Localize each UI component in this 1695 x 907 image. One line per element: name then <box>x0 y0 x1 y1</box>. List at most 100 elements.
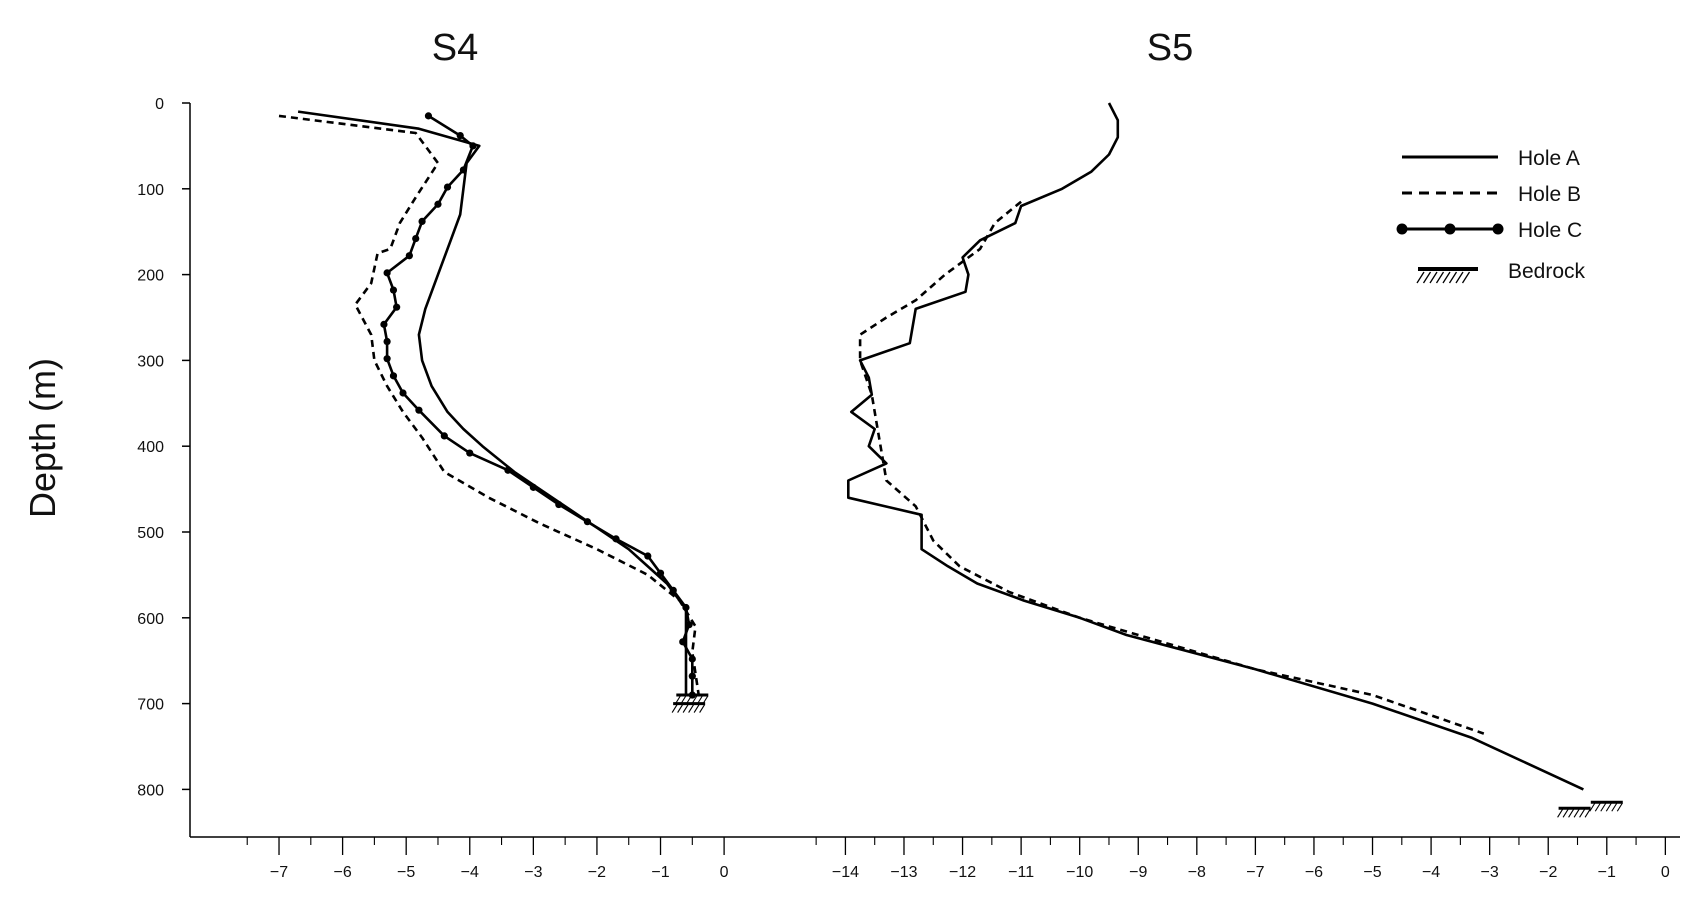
series-point <box>612 535 620 543</box>
series-point <box>459 166 468 174</box>
legend-entry-hole-b: Hole B <box>1402 183 1581 206</box>
x-tick-label: −3 <box>1481 864 1499 881</box>
x-tick-label: −11 <box>1008 864 1034 881</box>
bedrock-hatch <box>696 695 703 705</box>
legend-label: Hole C <box>1518 219 1582 242</box>
bedrock-hatch <box>691 695 698 705</box>
x-tick-label: −3 <box>524 864 542 881</box>
series-point <box>466 449 474 457</box>
x-tick-label: −1 <box>651 864 669 881</box>
y-axis-label: Depth (m) <box>22 358 63 518</box>
series-point <box>412 234 420 243</box>
bedrock-hatch <box>1589 802 1596 812</box>
y-tick-label: 700 <box>137 697 164 714</box>
bedrock-hatch <box>1584 808 1591 818</box>
series-point <box>685 621 693 629</box>
series-point <box>389 372 398 380</box>
x-tick-label: −9 <box>1129 864 1147 881</box>
series-point <box>415 406 423 414</box>
panel-title: S5 <box>1147 27 1193 69</box>
legend: Hole A Hole B Hole C Bedrock <box>1396 147 1586 284</box>
y-tick-label: 600 <box>137 611 164 628</box>
bedrock-hatch <box>1557 808 1564 818</box>
y-tick-label: 100 <box>137 182 164 199</box>
bedrock-hatch <box>1573 808 1580 818</box>
legend-label: Hole A <box>1518 147 1580 170</box>
x-tick-label: −6 <box>1305 864 1323 881</box>
bedrock-hatch <box>677 704 684 713</box>
y-tick-label: 0 <box>155 96 164 113</box>
panel-s5: S5−14 −13 −12 −11 −10 −9 −8 −7 −6 −5 −4 −3 −2 −1 0 <box>740 27 1680 881</box>
series-line-hole-b <box>278 114 700 696</box>
legend-hatch <box>1429 271 1438 284</box>
series-point <box>383 337 391 346</box>
series-point <box>644 552 652 560</box>
bedrock-hatch <box>1562 808 1569 818</box>
chart-panels: S4−7 −6 −5 −4 −3 −2 −1 0S5−14 −13 −12 −11 −10 −9 −8 −7… <box>190 27 1680 881</box>
series-point <box>656 569 665 577</box>
x-tick-label: 0 <box>1661 864 1670 881</box>
depth-axis: 0 100 200 300 400 500 600 700 800 <box>137 96 191 837</box>
series-point <box>555 500 563 509</box>
bedrock-marker <box>674 693 709 705</box>
legend-hatch <box>1422 271 1432 284</box>
y-tick-label: 200 <box>137 268 164 285</box>
x-tick-label: −2 <box>1539 864 1557 881</box>
bedrock-hatch <box>699 704 706 713</box>
series-line-hole-b <box>858 200 1485 735</box>
x-tick-label: 0 <box>720 864 729 881</box>
x-tick-label: −12 <box>949 864 976 881</box>
bedrock-hatch <box>671 704 678 713</box>
series-point <box>383 355 391 363</box>
y-tick-label: 400 <box>137 439 164 456</box>
bedrock-hatch <box>1568 808 1575 818</box>
y-tick-label: 300 <box>137 353 164 370</box>
y-tick-label: 500 <box>137 525 164 542</box>
series-point <box>383 269 391 277</box>
series-line-hole-a <box>846 102 1584 791</box>
x-tick-label: −7 <box>270 864 288 881</box>
bedrock-marker <box>1557 806 1591 818</box>
series-point <box>529 483 537 491</box>
bedrock-hatch <box>685 695 692 705</box>
series-point <box>393 303 401 311</box>
series-point <box>443 183 452 191</box>
bedrock-hatch <box>1616 802 1623 812</box>
series-point <box>504 466 512 474</box>
x-tick-label: −4 <box>1422 864 1440 881</box>
bedrock-hatch <box>674 695 681 705</box>
series-point <box>688 672 696 680</box>
y-tick-label: 800 <box>137 782 164 799</box>
series-point <box>405 252 413 260</box>
series-point <box>679 638 687 646</box>
series-point <box>434 200 442 208</box>
bedrock-hatch <box>1605 802 1612 812</box>
bedrock-hatch <box>688 704 695 713</box>
legend-entry-hole-a: Hole A <box>1402 147 1580 170</box>
x-tick-label: −7 <box>1246 864 1264 881</box>
series-point <box>669 586 677 594</box>
panel-s4: S4 −7 −6 −5 −4 −3 −2 −1 0 <box>190 27 740 881</box>
legend-hatch <box>1442 271 1451 284</box>
legend-hatch <box>1416 271 1425 284</box>
x-tick-label: −8 <box>1188 864 1206 881</box>
series-point <box>389 286 398 294</box>
series-point <box>688 655 696 663</box>
series-line-hole-a <box>297 110 688 695</box>
legend-hatch <box>1461 271 1471 284</box>
bedrock-hatch <box>680 695 687 705</box>
bedrock-hatch <box>1600 802 1607 812</box>
series-point <box>440 432 448 440</box>
bedrock-hatch <box>1594 802 1601 812</box>
bedrock-hatch <box>693 704 700 713</box>
legend-entry-bedrock: Bedrock <box>1416 260 1586 284</box>
x-tick-label: −6 <box>333 864 351 881</box>
panel-title: S4 <box>432 27 478 69</box>
x-tick-label: −2 <box>588 864 606 881</box>
series-point <box>380 320 388 328</box>
x-tick-label: −4 <box>461 864 479 881</box>
series-point <box>399 389 407 397</box>
legend-dot <box>1492 223 1504 235</box>
bedrock-marker <box>671 702 706 713</box>
